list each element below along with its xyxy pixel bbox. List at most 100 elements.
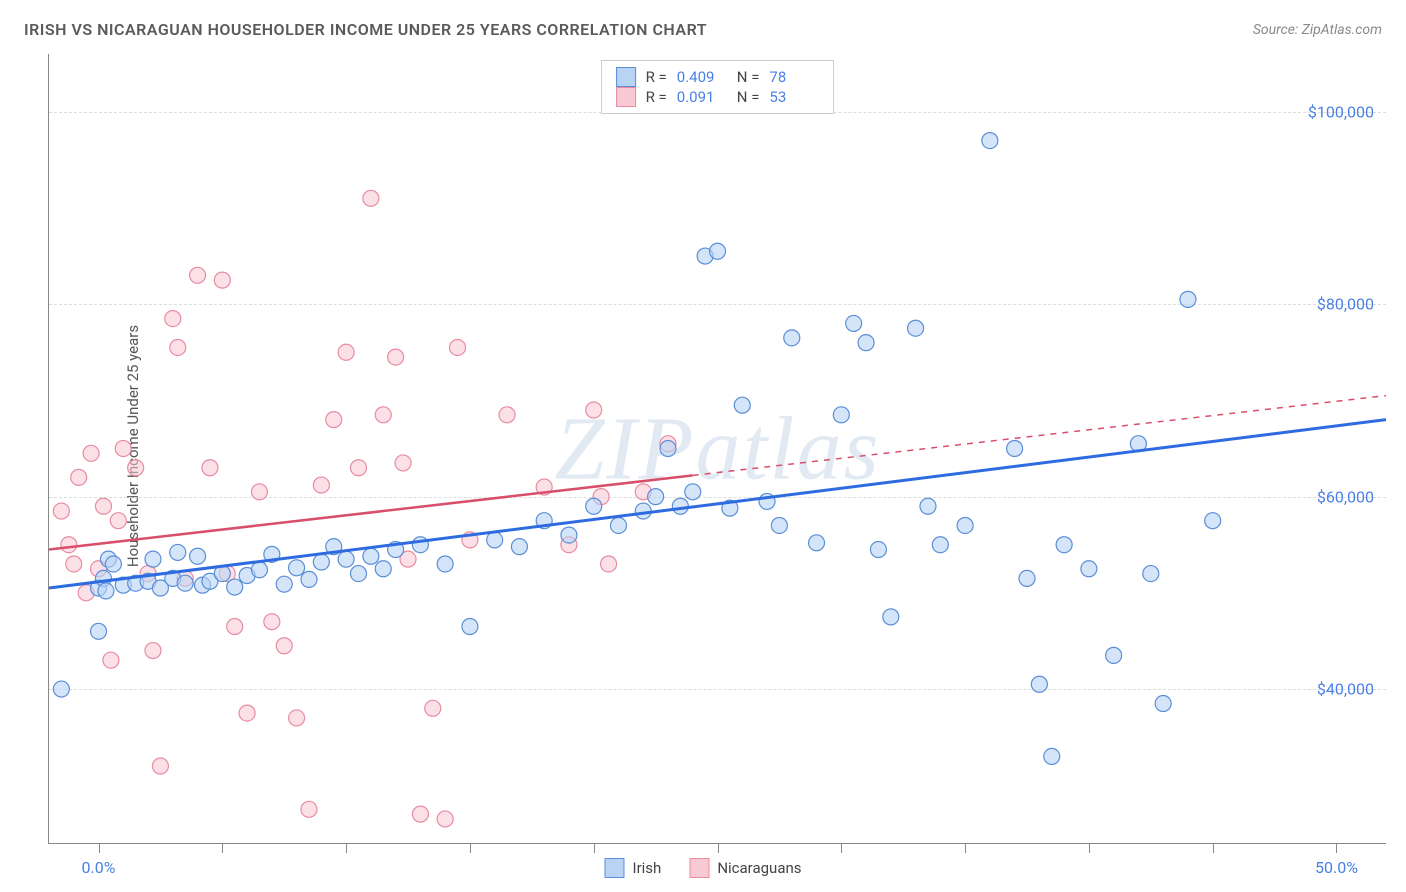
scatter-point-irish [170,544,186,560]
scatter-point-irish [53,681,69,697]
x-tick-label: 0.0% [82,858,116,877]
x-tick [470,843,471,853]
bottom-legend: Irish Nicaraguans [604,858,801,878]
scatter-point-irish [1155,695,1171,711]
scatter-point-irish [561,527,577,543]
n-value-nicaraguans: 53 [769,88,819,106]
scatter-point-nicaraguans [145,643,161,659]
scatter-point-irish [957,517,973,533]
scatter-point-nicaraguans [425,700,441,716]
scatter-point-irish [91,623,107,639]
scatter-point-irish [145,551,161,567]
scatter-point-irish [883,609,899,625]
r-value-nicaraguans: 0.091 [677,88,727,106]
scatter-point-irish [1106,647,1122,663]
r-label: R = [646,68,667,86]
scatter-point-irish [1143,566,1159,582]
scatter-point-nicaraguans [202,460,218,476]
scatter-point-irish [1180,291,1196,307]
scatter-point-irish [870,542,886,558]
scatter-point-irish [190,548,206,564]
chart-area: ZIPatlas R = 0.409 N = 78 R = 0.091 N = … [48,54,1386,844]
scatter-point-irish [511,539,527,555]
swatch-nicaraguans [689,858,709,878]
n-label: N = [737,68,760,86]
scatter-point-nicaraguans [276,638,292,654]
x-tick [841,843,842,853]
scatter-point-irish [1081,561,1097,577]
scatter-point-nicaraguans [71,469,87,485]
scatter-point-irish [1019,570,1035,586]
scatter-point-nicaraguans [66,556,82,572]
chart-title: IRISH VS NICARAGUAN HOUSEHOLDER INCOME U… [24,20,707,39]
scatter-point-nicaraguans [152,758,168,774]
scatter-point-irish [105,556,121,572]
scatter-point-nicaraguans [601,556,617,572]
scatter-point-irish [1056,537,1072,553]
r-value-irish: 0.409 [677,68,727,86]
x-tick [594,843,595,853]
scatter-point-irish [98,583,114,599]
legend-label: Irish [632,859,661,877]
scatter-point-nicaraguans [190,267,206,283]
scatter-point-irish [1205,513,1221,529]
scatter-point-irish [858,335,874,351]
scatter-point-irish [784,330,800,346]
scatter-point-nicaraguans [128,460,144,476]
scatter-point-irish [251,562,267,578]
scatter-point-irish [363,548,379,564]
scatter-point-irish [685,484,701,500]
scatter-point-irish [771,517,787,533]
scatter-point-irish [437,556,453,572]
scatter-point-nicaraguans [301,801,317,817]
n-value-irish: 78 [769,68,819,86]
scatter-point-nicaraguans [83,445,99,461]
scatter-point-irish [338,551,354,567]
x-tick [346,843,347,853]
scatter-point-irish [1007,441,1023,457]
scatter-point-nicaraguans [395,455,411,471]
scatter-point-nicaraguans [375,407,391,423]
stats-legend: R = 0.409 N = 78 R = 0.091 N = 53 [601,60,835,114]
scatter-point-irish [301,571,317,587]
scatter-point-irish [672,498,688,514]
scatter-point-irish [982,133,998,149]
scatter-point-nicaraguans [115,441,131,457]
scatter-point-irish [610,517,626,533]
scatter-point-nicaraguans [450,339,466,355]
scatter-point-nicaraguans [170,339,186,355]
scatter-point-nicaraguans [103,652,119,668]
scatter-point-nicaraguans [350,460,366,476]
scatter-point-irish [227,579,243,595]
scatter-point-nicaraguans [289,710,305,726]
scatter-point-irish [920,498,936,514]
stats-row-irish: R = 0.409 N = 78 [616,67,820,87]
scatter-point-nicaraguans [363,190,379,206]
x-tick [99,843,100,853]
source-attribution: Source: ZipAtlas.com [1253,22,1382,38]
scatter-point-irish [1031,676,1047,692]
scatter-point-nicaraguans [586,402,602,418]
scatter-point-irish [276,576,292,592]
scatter-point-irish [177,575,193,591]
scatter-point-nicaraguans [227,619,243,635]
swatch-nicaraguans [616,87,636,107]
chart-header: IRISH VS NICARAGUAN HOUSEHOLDER INCOME U… [0,0,1406,49]
scatter-point-nicaraguans [264,614,280,630]
scatter-point-nicaraguans [412,806,428,822]
trendline-irish [49,420,1386,588]
scatter-point-irish [350,566,366,582]
legend-item-nicaraguans: Nicaraguans [689,858,801,878]
x-tick [1336,843,1337,853]
scatter-point-nicaraguans [61,537,77,553]
scatter-point-irish [462,619,478,635]
scatter-point-nicaraguans [499,407,515,423]
scatter-point-irish [648,489,664,505]
scatter-point-nicaraguans [53,503,69,519]
scatter-point-irish [710,243,726,259]
scatter-point-irish [586,498,602,514]
scatter-point-nicaraguans [313,477,329,493]
x-tick [965,843,966,853]
scatter-point-irish [932,537,948,553]
scatter-point-irish [809,535,825,551]
